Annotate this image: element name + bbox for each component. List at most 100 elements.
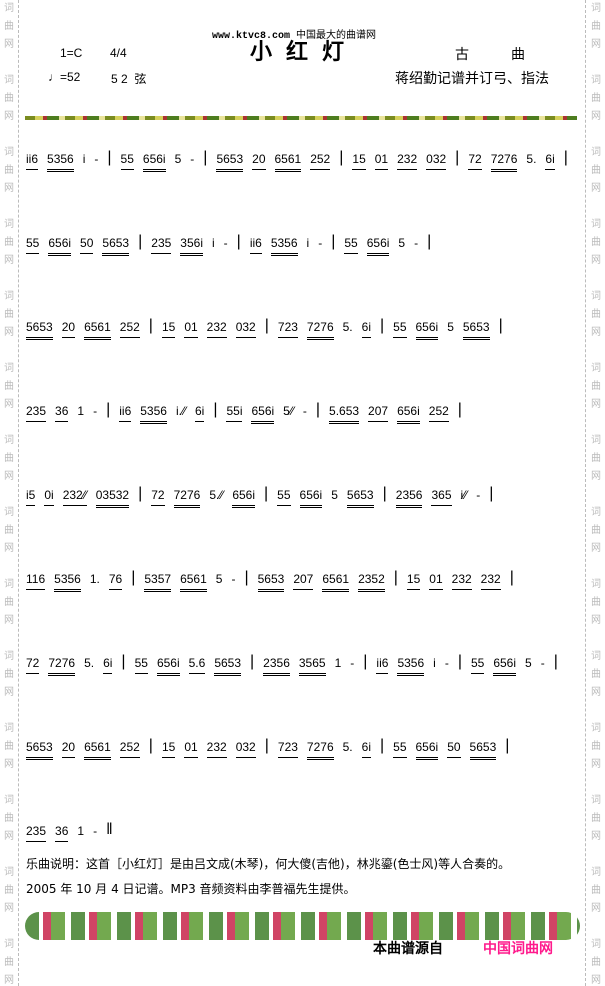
barline: | [106,401,111,418]
note-group: 7276 [173,488,201,508]
barline: | [382,485,387,502]
note-group: 01 [429,572,443,590]
note-group: 15 [406,572,421,590]
barline: | [107,149,112,166]
note-group: 72 [468,152,482,170]
barline: | [563,149,568,166]
barline: | [148,737,153,754]
barline: | [457,401,462,418]
note-group: - [302,404,307,418]
note-group: 5. [526,152,537,166]
note-group: 235 [26,824,47,842]
barline: | [264,485,269,502]
note-group: 252 [428,404,449,422]
note-group: 656i [156,656,180,676]
note-group: 232 [397,152,418,170]
note-group: 5⁄⁄ [283,404,294,418]
barline: | [509,569,514,586]
score-line: 5653 20 6561 252 | 15 01 232 032 | 723 7276 5. 6i | 55 6… [26,317,576,360]
note-group: 72 [151,488,165,506]
score-line: i5 0i 232⁄⁄ 03532 | 72 7276 5.⁄⁄ 656i | 55 656i 5 565… [26,485,576,528]
note-group: 1. [89,572,100,586]
note-group: 723 [277,320,298,338]
note-group: 7276 [48,656,76,676]
barline: | [455,149,460,166]
note-group: 232 [206,320,227,338]
score-line: ii6 5356 i - | 55 656i 5- | 5653 20 6561 252 | 15 01 232… [26,149,576,192]
note-group: 01 [184,320,198,338]
note-group: - [94,152,99,166]
note-group: 365 [431,488,452,506]
genre: 古 曲 [455,46,525,62]
note-group: 5653 [257,572,285,592]
strings-tuning: 5 2 弦 [111,72,147,86]
note-group: 232 [451,572,472,590]
note-group: 5653 [346,488,374,508]
note-group: 252 [119,740,140,758]
barline: | [331,233,336,250]
barline: | [498,317,503,334]
note-group: - [93,404,98,418]
note-group: 356i [180,236,203,256]
source-site-link[interactable]: 中国词曲网 [483,941,553,957]
note-group: 55 [26,236,40,254]
note-group: 5 [447,320,454,334]
note-group: 2356 [395,488,423,508]
note-group: 6i [545,152,555,170]
note-group: 01 [374,152,389,170]
note-group: - [414,236,419,250]
note-group: 7276 [490,152,518,172]
note-group: 55 [344,236,358,254]
score-line: 72 7276 5. 6i | 55 656i 5.6 5653 | 2356 3565 1- | ii6 5… [26,653,576,696]
barline: | [244,569,249,586]
note-group: 723 [277,740,298,758]
note-group: 5653 [469,740,497,760]
score-line: 235 36 1- ‖ [26,822,576,864]
note-group: i [82,152,86,166]
note-group: 6561 [274,152,302,172]
note-group: 7276 [306,320,334,340]
note-group: 5. [342,740,353,754]
note-group: 232 [206,740,227,758]
note-group: 656i [299,488,323,508]
note-group: 2352 [358,572,385,592]
note-group: i [306,236,310,250]
note-group: 1 [334,656,342,670]
barline: | [121,653,126,670]
note-group: 232 [480,572,501,590]
decorative-divider [25,116,577,120]
note-group: 55 [393,320,407,338]
barline: | [148,317,153,334]
note-group: 20 [252,152,266,170]
note-group: 5653 [214,656,242,676]
source-label: 本曲谱源自 [373,941,443,957]
barline: | [427,233,432,250]
note-group: 5 [331,488,338,502]
watermark-right: 词曲网词曲网词曲网词曲网词曲网词曲网词曲网词曲网词曲网词曲网词曲网词曲网词曲网词… [591,3,601,986]
note-group: ii6 [249,236,262,254]
barline: | [138,485,143,502]
score-line: 235 36 1- | ii6 5356 i.⁄⁄ 6i | 55i 656i 5⁄⁄ - | 5.653 2… [26,401,576,444]
note-group: 5. [84,656,95,670]
site-header: www.ktvc8.com 中国最大的曲谱网 [212,26,376,42]
notation-credit: 蒋绍勤记谱并订弓、指法 [395,70,549,86]
note-group: 0i [44,488,54,506]
note-group: 6561 [84,320,111,340]
note-group: 5653 [102,236,130,256]
note-group: 5 [398,236,406,250]
note-group: 3565 [298,656,326,676]
barline: | [264,737,269,754]
note-group: 6561 [322,572,350,592]
note-group: - [476,488,481,502]
score-line: 116 5356 1. 76 | 5357 6561 5- | 5653 207 6561 2352 | 1… [26,569,576,612]
note-group: 6i [361,740,371,758]
note-group: 116 [26,572,46,590]
note-group: - [540,656,545,670]
note-group: 5.653 [329,404,360,424]
note-group: 5653 [26,320,53,340]
note-group: - [444,656,449,670]
note-group: i [211,236,215,250]
note-group: 5653 [462,320,490,340]
note-group: 03532 [95,488,130,508]
